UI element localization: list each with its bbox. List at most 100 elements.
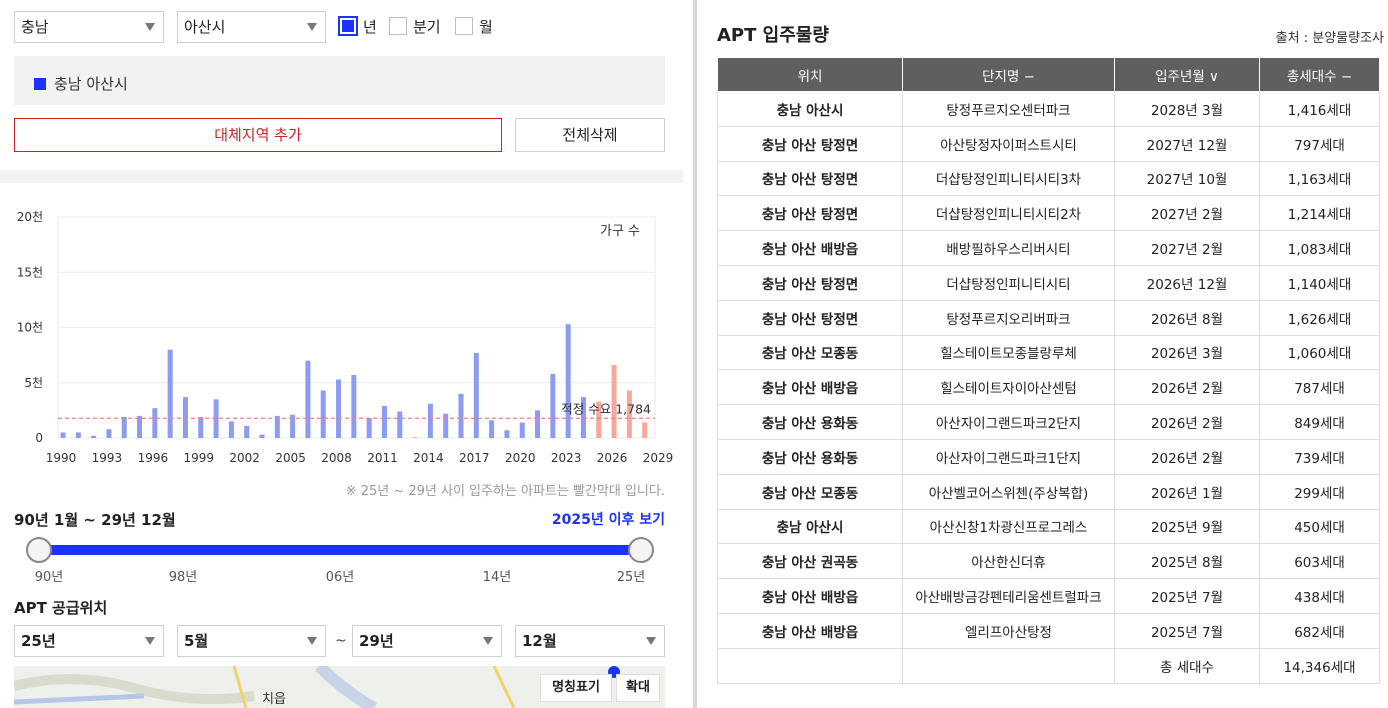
period-year-checkbox[interactable]: 년 — [338, 16, 377, 36]
to-year-value: 29년 — [359, 632, 394, 650]
period-quarter-label: 분기 — [413, 17, 441, 36]
table-row[interactable]: 충남 아산 탕정면 더샵탕정인피니티시티 2026년 12월 1,140세대 — [717, 264, 1380, 301]
province-select[interactable]: 충남 — [14, 11, 164, 43]
complex-cell: 탕정푸르지오센터파크 — [902, 91, 1115, 127]
table-row[interactable]: 충남 아산 배방읍 배방필하우스리버시티 2027년 2월 1,083세대 — [717, 230, 1380, 266]
x-tick-label: 2002 — [229, 451, 260, 465]
complex-cell: 힐스테이트자이아산센텀 — [902, 369, 1115, 406]
location-cell: 충남 아산 모종동 — [717, 334, 903, 371]
location-cell: 충남 아산시 — [717, 91, 903, 127]
slider-start-handle[interactable] — [26, 537, 52, 563]
y-tick-label: 15천 — [17, 264, 43, 279]
table-row[interactable]: 충남 아산 용화동 아산자이그랜드파크1단지 2026년 2월 739세대 — [717, 438, 1380, 475]
range-tilde: ~ — [335, 633, 347, 649]
period-slider-track[interactable] — [39, 545, 641, 555]
empty-cell — [902, 647, 1115, 684]
period-month-checkbox[interactable]: 월 — [455, 17, 493, 36]
bar — [75, 432, 81, 438]
table-row[interactable]: 충남 아산시 탕정푸르지오센터파크 2028년 3월 1,416세대 — [717, 91, 1380, 127]
x-tick-label: 2011 — [367, 451, 398, 465]
chevron-down-icon — [145, 23, 155, 31]
chevron-down-icon — [646, 637, 656, 645]
table-row[interactable]: 충남 아산 배방읍 엘리프아산탕정 2025년 7월 682세대 — [717, 612, 1380, 649]
table-row[interactable]: 충남 아산 탕정면 더샵탕정인피니티시티2차 2027년 2월 1,214세대 — [717, 195, 1380, 232]
location-cell: 충남 아산 배방읍 — [717, 369, 903, 406]
y-tick-label: 10천 — [17, 320, 43, 335]
col-header-location[interactable]: 위치 — [717, 57, 903, 92]
slider-label: 06년 — [325, 570, 355, 585]
table-row[interactable]: 충남 아산시 아산신창1차광신프로그레스 2025년 9월 450세대 — [717, 508, 1380, 545]
region-list-item[interactable]: 충남 아산시 — [34, 73, 128, 94]
table-row[interactable]: 충남 아산 배방읍 힐스테이트자이아산센텀 2026년 2월 787세대 — [717, 369, 1380, 406]
city-select[interactable]: 아산시 — [177, 11, 326, 43]
bar — [167, 349, 173, 438]
bar — [412, 437, 418, 438]
x-tick-label: 1999 — [183, 451, 214, 465]
units-cell: 450세대 — [1259, 508, 1380, 545]
table-row[interactable]: 충남 아산 용화동 아산자이그랜드파크2단지 2026년 2월 849세대 — [717, 404, 1380, 440]
location-cell: 충남 아산 용화동 — [717, 404, 903, 440]
table-row[interactable]: 충남 아산 권곡동 아산한신더휴 2025년 8월 603세대 — [717, 543, 1380, 580]
add-region-button[interactable]: 대체지역 추가 — [14, 118, 502, 152]
complex-cell: 아산자이그랜드파크2단지 — [902, 404, 1115, 440]
from-year-select[interactable]: 25년 — [14, 625, 164, 657]
table-row[interactable]: 충남 아산 배방읍 아산배방금강펜테리움센트럴파크 2025년 7월 438세대 — [717, 578, 1380, 614]
region-name: 충남 아산시 — [54, 75, 128, 93]
col-header-move-in[interactable]: 입주년월 ∨ — [1114, 57, 1260, 92]
table-row[interactable]: 충남 아산 탕정면 탕정푸르지오리버파크 2026년 8월 1,626세대 — [717, 299, 1380, 336]
table-title: APT 입주물량 — [717, 25, 829, 46]
location-cell: 충남 아산 권곡동 — [717, 543, 903, 580]
col-header-complex[interactable]: 단지명 − — [902, 57, 1115, 92]
location-cell: 충남 아산 탕정면 — [717, 299, 903, 336]
col-header-units[interactable]: 총세대수 − — [1259, 57, 1380, 92]
units-cell: 1,060세대 — [1259, 334, 1380, 371]
table-row[interactable]: 충남 아산 모종동 아산벨코어스위첸(주상복합) 2026년 1월 299세대 — [717, 473, 1380, 510]
x-tick-label: 2008 — [321, 451, 352, 465]
complex-cell: 더샵탕정인피니티시티2차 — [902, 195, 1115, 232]
from-month-select[interactable]: 5월 — [177, 625, 326, 657]
bar — [182, 397, 188, 438]
x-tick-label: 2020 — [505, 451, 536, 465]
chevron-down-icon — [145, 637, 155, 645]
to-month-select[interactable]: 12월 — [515, 625, 665, 657]
complex-cell: 아산탕정자이퍼스트시티 — [902, 125, 1115, 162]
bar — [213, 399, 219, 438]
to-year-select[interactable]: 29년 — [352, 625, 502, 657]
move-in-cell: 2025년 7월 — [1114, 578, 1260, 614]
clear-all-button[interactable]: 전체삭제 — [515, 118, 665, 152]
apt-supply-table: 위치 단지명 − 입주년월 ∨ 총세대수 − 충남 아산시 탕정푸르지오센터파크 2… — [717, 57, 1380, 684]
bar — [550, 373, 556, 438]
table-row[interactable]: 충남 아산 모종동 힐스테이트모종블랑루체 2026년 3월 1,060세대 — [717, 334, 1380, 371]
complex-cell: 아산벨코어스위첸(주상복합) — [902, 473, 1115, 510]
slider-end-handle[interactable] — [628, 537, 654, 563]
province-select-value: 충남 — [21, 18, 49, 36]
bar — [336, 379, 342, 438]
period-quarter-checkbox[interactable]: 분기 — [389, 17, 441, 36]
section-divider — [0, 170, 683, 183]
location-cell: 충남 아산 탕정면 — [717, 264, 903, 301]
from-year-value: 25년 — [21, 632, 56, 650]
location-cell: 충남 아산 탕정면 — [717, 195, 903, 232]
supply-bar-chart: 0 5천 10천 15천 20천 적정 수요 1,784 가구 수 1990 1993 1996 1… — [0, 200, 683, 470]
bar — [91, 435, 97, 438]
view-after-2025-link[interactable]: 2025년 이후 보기 — [551, 512, 665, 528]
move-in-cell: 2026년 1월 — [1114, 473, 1260, 510]
map-names-button[interactable]: 명칭표기 — [540, 674, 612, 702]
table-row[interactable]: 충남 아산 탕정면 더샵탕정인피니티시티3차 2027년 10월 1,163세대 — [717, 160, 1380, 197]
panel-divider[interactable] — [693, 0, 697, 708]
table-header-row: 위치 단지명 − 입주년월 ∨ 총세대수 − — [717, 57, 1380, 92]
left-panel: 충남 아산시 년 분기 월 충남 아산시 대체지역 추가 전체삭제 — [0, 0, 683, 708]
checkbox-icon — [455, 17, 473, 35]
x-tick-label: 2026 — [597, 451, 628, 465]
units-cell: 682세대 — [1259, 612, 1380, 649]
map-zoom-button[interactable]: 확대 — [616, 674, 660, 702]
move-in-cell: 2027년 2월 — [1114, 230, 1260, 266]
supply-map[interactable]: 치읍 명칭표기 확대 — [14, 666, 665, 708]
units-cell: 1,083세대 — [1259, 230, 1380, 266]
move-in-cell: 2027년 10월 — [1114, 160, 1260, 197]
table-row[interactable]: 충남 아산 탕정면 아산탕정자이퍼스트시티 2027년 12월 797세대 — [717, 125, 1380, 162]
move-in-cell: 2025년 8월 — [1114, 543, 1260, 580]
to-month-value: 12월 — [522, 632, 557, 650]
bar — [152, 408, 158, 438]
